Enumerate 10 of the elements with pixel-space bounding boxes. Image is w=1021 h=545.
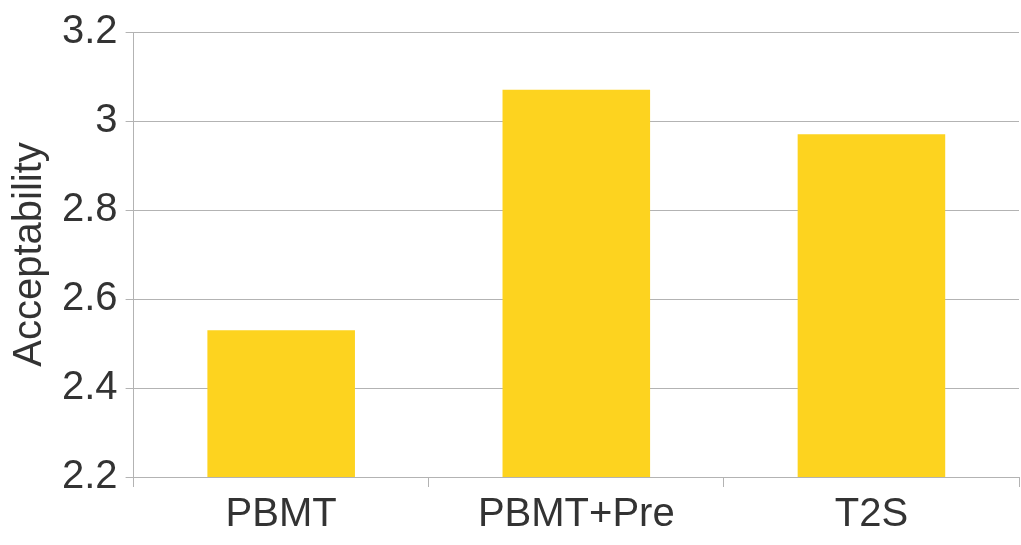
y-axis-title: Acceptability <box>5 142 50 367</box>
y-tick-label: 2.4 <box>62 363 118 408</box>
y-tick-label: 2.2 <box>62 452 118 497</box>
y-tick-label: 3.2 <box>62 7 118 52</box>
y-tick-label: 2.6 <box>62 274 118 319</box>
x-tick-label: PBMT+Pre <box>477 490 675 535</box>
y-tick-label: 2.8 <box>62 185 118 230</box>
x-tick-label: PBMT <box>225 490 337 535</box>
x-tick-label: T2S <box>834 490 909 535</box>
y-tick-label: 3 <box>95 96 118 141</box>
